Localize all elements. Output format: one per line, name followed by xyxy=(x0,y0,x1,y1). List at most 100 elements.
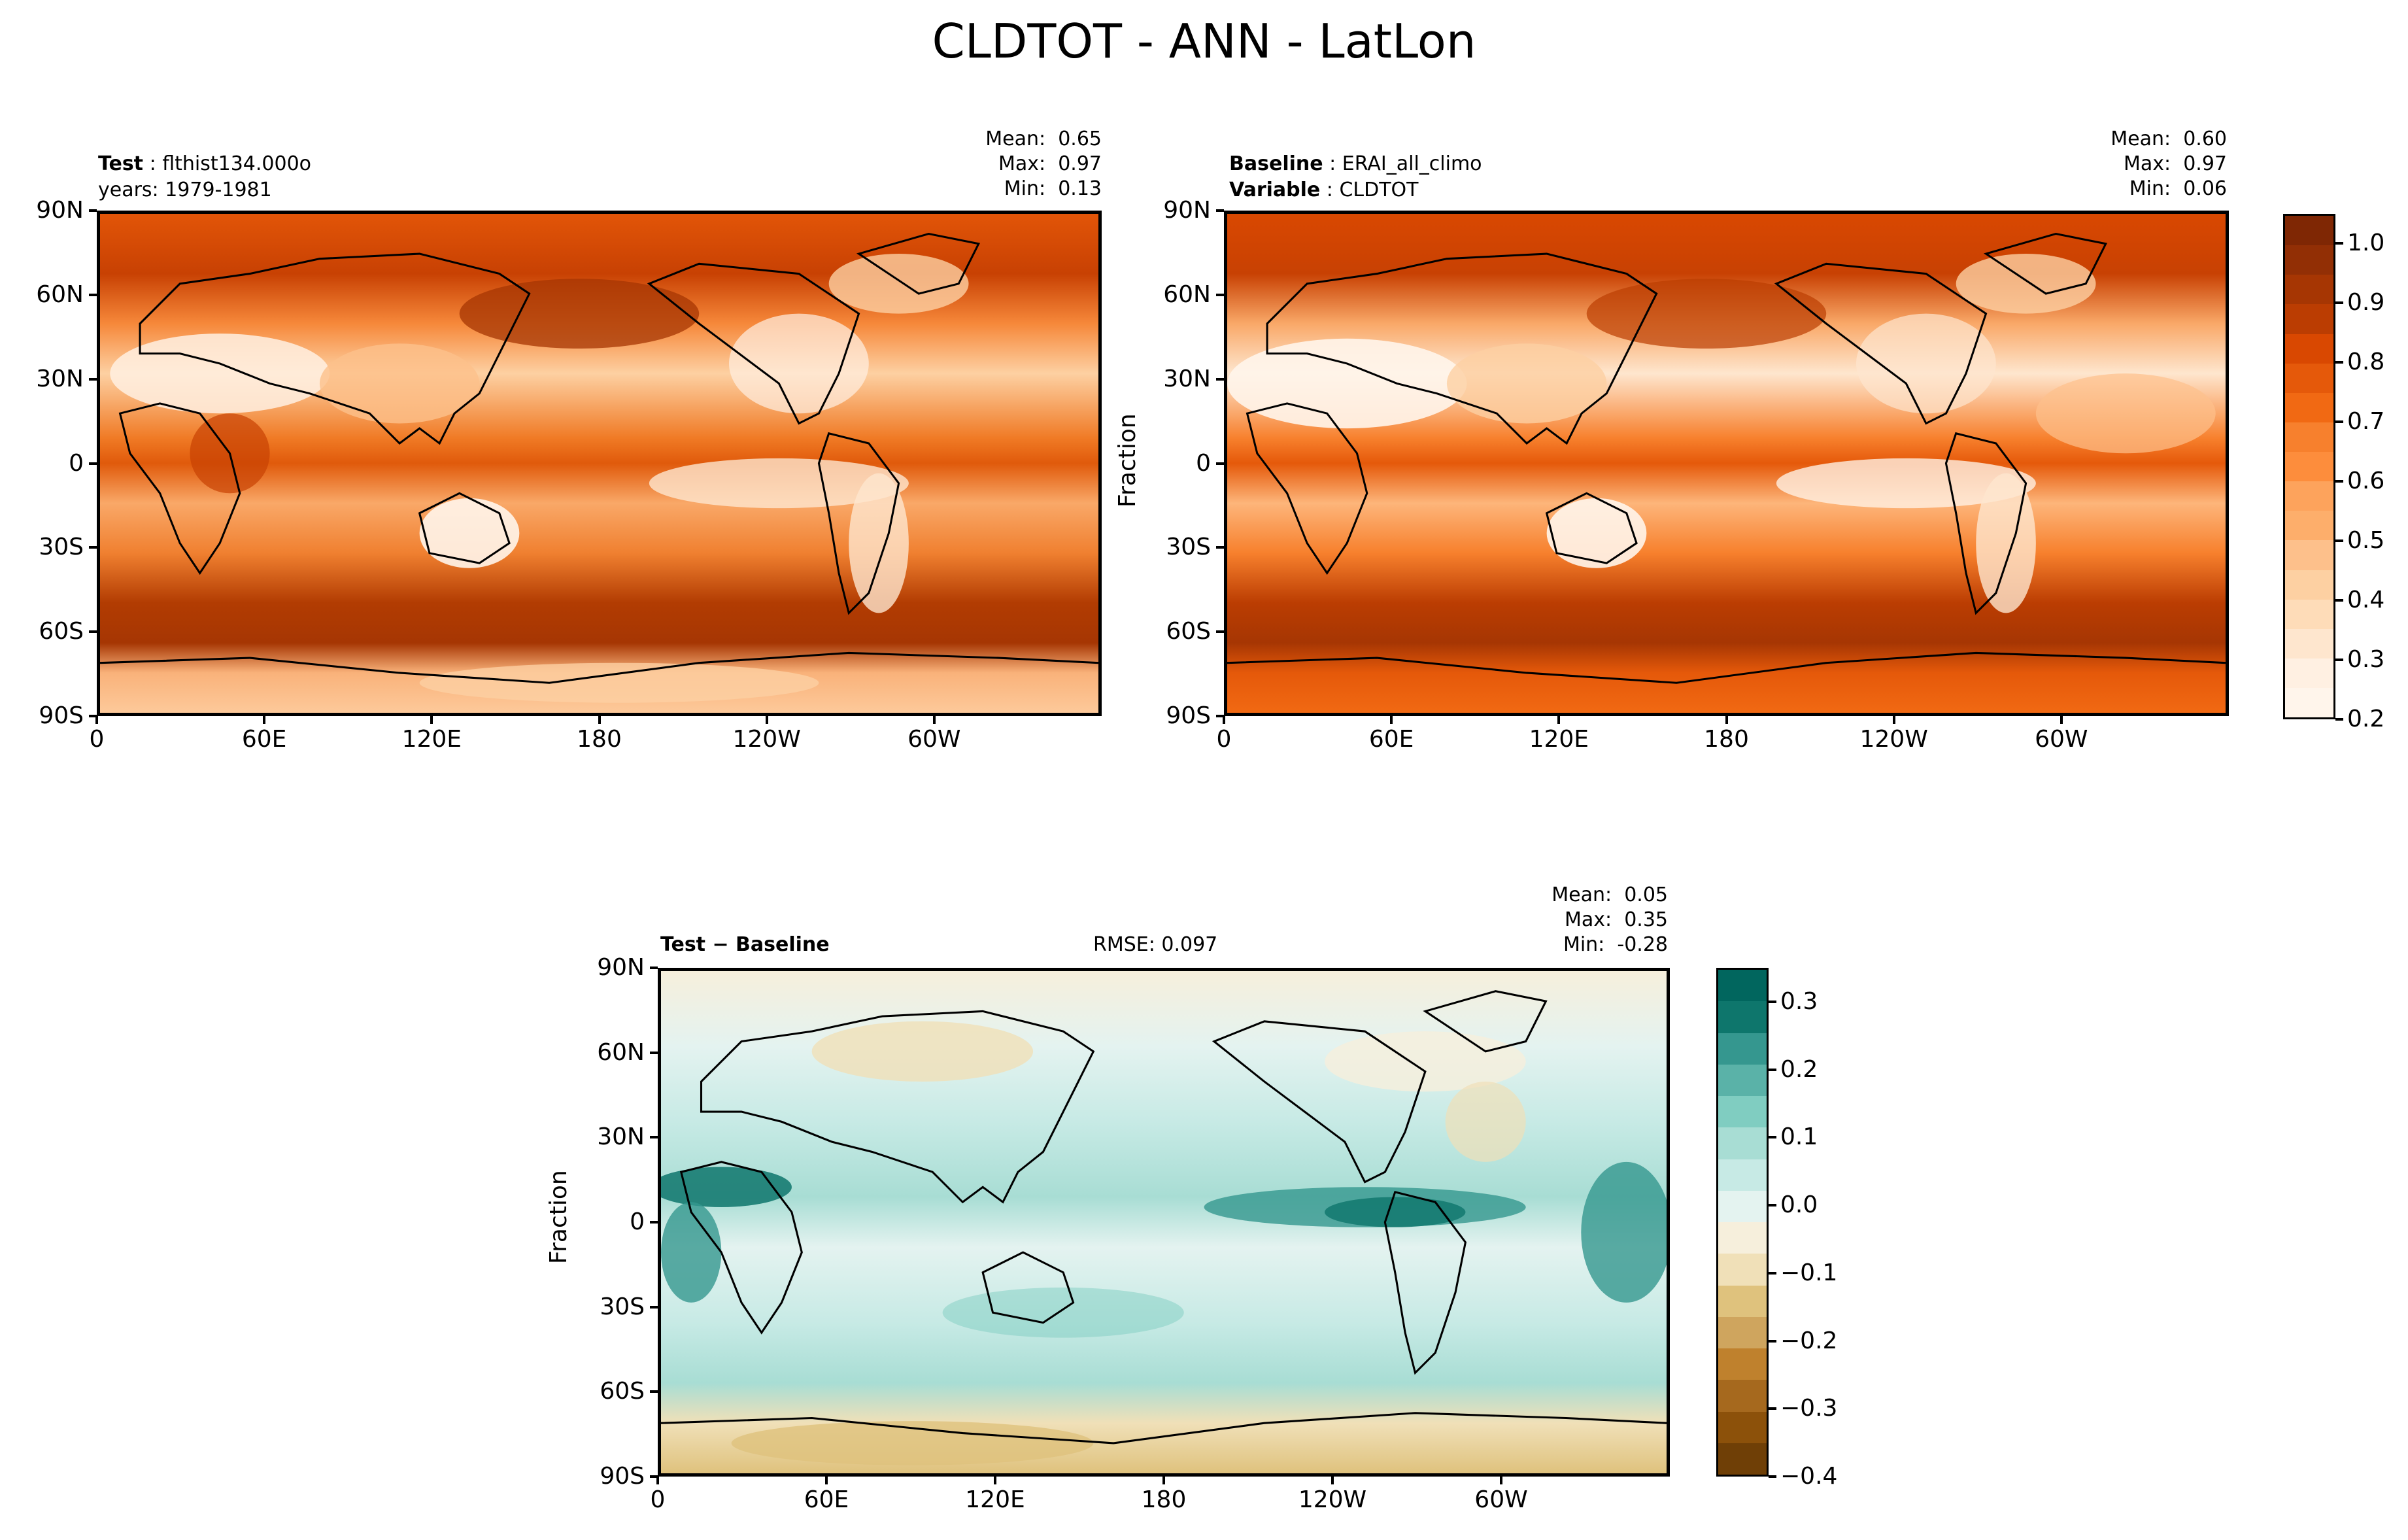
diff-colorbar-tick xyxy=(1769,1068,1776,1071)
diff-colorbar xyxy=(1716,968,1769,1477)
diff-colorbar-segment xyxy=(1718,1001,1767,1033)
diff-colorbar-tick xyxy=(1769,1136,1776,1139)
test-map-canvas xyxy=(100,214,1098,713)
baseline-coastlines xyxy=(1227,232,2226,684)
baseline-mean: 0.60 xyxy=(2183,128,2227,150)
baseline-lon-tick xyxy=(1223,716,1225,724)
diff-lon-tick xyxy=(825,1477,828,1484)
diff-colorbar-tick xyxy=(1769,1475,1776,1478)
test-lon-tick xyxy=(430,716,433,724)
test-years: years: 1979-1981 xyxy=(98,179,272,201)
diff-title: Test − Baseline xyxy=(660,933,830,956)
baseline-lat-tick xyxy=(1216,630,1224,634)
test-lon-label: 120E xyxy=(401,726,462,753)
baseline-lon-label: 60E xyxy=(1368,726,1414,753)
baseline-lat-tick xyxy=(1216,377,1224,381)
baseline-max: 0.97 xyxy=(2183,152,2227,175)
main-colorbar-tick xyxy=(2335,420,2343,424)
diff-lon-label: 180 xyxy=(1141,1486,1187,1513)
baseline-lon-tick xyxy=(1557,716,1561,724)
diff-lon-tick xyxy=(656,1477,659,1484)
test-lat-tick xyxy=(89,630,97,634)
main-colorbar-segment xyxy=(2285,599,2333,629)
diff-colorbar-tick xyxy=(1769,1204,1776,1207)
test-lon-tick xyxy=(95,716,98,724)
test-lat-label: 30N xyxy=(36,365,84,392)
main-colorbar-segment xyxy=(2285,540,2333,570)
baseline-lon-label: 120E xyxy=(1529,726,1589,753)
baseline-map xyxy=(1224,211,2229,716)
main-colorbar-segment xyxy=(2285,245,2333,275)
test-lon-tick xyxy=(598,716,601,724)
main-colorbar-tick xyxy=(2335,599,2343,602)
diff-lat-tick xyxy=(650,967,658,969)
baseline-min: 0.06 xyxy=(2183,177,2227,200)
baseline-lon-tick xyxy=(1725,716,1728,724)
diff-lat-tick xyxy=(650,1051,658,1054)
diff-colorbar-segment xyxy=(1718,1254,1767,1286)
main-colorbar-segment xyxy=(2285,628,2333,659)
diff-ylabel: Fraction xyxy=(545,1170,572,1264)
diff-min: -0.28 xyxy=(1617,933,1668,956)
main-colorbar-segment xyxy=(2285,481,2333,511)
main-colorbar-tick xyxy=(2335,242,2343,245)
diff-colorbar-tick-label: −0.2 xyxy=(1780,1327,1838,1354)
diff-colorbar-segment xyxy=(1718,1380,1767,1412)
main-colorbar-segment xyxy=(2285,570,2333,600)
diff-lon-label: 120E xyxy=(965,1486,1025,1513)
diff-lat-tick xyxy=(650,1221,658,1223)
diff-coastlines xyxy=(661,990,1667,1445)
diff-colorbar-segment xyxy=(1718,1127,1767,1159)
main-colorbar-segment xyxy=(2285,422,2333,452)
main-colorbar-segment xyxy=(2285,511,2333,541)
diff-max-label: Max: xyxy=(1564,908,1612,931)
test-lon-tick xyxy=(263,716,266,724)
test-lon-tick xyxy=(765,716,768,724)
baseline-lat-label: 0 xyxy=(1196,449,1211,477)
diff-colorbar-segment xyxy=(1718,1190,1767,1222)
diff-colorbar-segment xyxy=(1718,1064,1767,1096)
baseline-cloud-blobs xyxy=(1227,254,2216,613)
variable-label: Variable xyxy=(1229,179,1321,201)
test-mean-label: Mean: xyxy=(985,128,1046,150)
baseline-lat-label: 30N xyxy=(1163,365,1211,392)
test-max-label: Max: xyxy=(998,152,1046,175)
diff-lat-label: 0 xyxy=(630,1208,645,1235)
baseline-map-canvas xyxy=(1227,214,2226,713)
diff-colorbar-segment xyxy=(1718,970,1767,1002)
main-colorbar-segment xyxy=(2285,304,2333,334)
diff-mean-label: Mean: xyxy=(1552,883,1612,906)
test-min: 0.13 xyxy=(1058,177,1102,200)
test-lat-label: 60N xyxy=(36,281,84,308)
main-colorbar-segment xyxy=(2285,216,2333,246)
diff-colorbar-tick xyxy=(1769,1271,1776,1275)
diff-label: Test − Baseline xyxy=(660,933,830,957)
main-colorbar-tick-label: 1.0 xyxy=(2347,230,2385,257)
test-lat-label: 60S xyxy=(39,618,84,645)
main-colorbar-tick-label: 0.4 xyxy=(2347,587,2385,614)
main-colorbar-tick-label: 0.9 xyxy=(2347,289,2385,317)
diff-colorbar-tick-label: 0.1 xyxy=(1780,1123,1818,1151)
main-colorbar-tick xyxy=(2335,301,2343,305)
baseline-label-line: Baseline : ERAI_all_climo xyxy=(1229,152,1482,175)
main-colorbar-segment xyxy=(2285,658,2333,688)
baseline-lat-label: 90N xyxy=(1163,197,1211,224)
test-lat-tick xyxy=(89,377,97,381)
baseline-lat-label: 60N xyxy=(1163,281,1211,308)
main-colorbar-segment xyxy=(2285,275,2333,305)
main-colorbar-tick xyxy=(2335,659,2343,662)
diff-colorbar-tick xyxy=(1769,1000,1776,1003)
diff-mean: 0.05 xyxy=(1624,883,1668,906)
test-lon-label: 60E xyxy=(241,726,287,753)
diff-lat-label: 90N xyxy=(597,954,645,981)
baseline-lat-tick xyxy=(1216,293,1224,296)
diff-lat-label: 30S xyxy=(600,1293,645,1320)
diff-max: 0.35 xyxy=(1624,908,1668,931)
test-lat-tick xyxy=(89,209,97,212)
diff-colorbar-segment xyxy=(1718,1411,1767,1443)
baseline-lat-label: 30S xyxy=(1166,534,1211,561)
diff-lon-label: 120W xyxy=(1298,1486,1367,1513)
diff-lon-tick xyxy=(1331,1477,1334,1484)
test-lat-tick xyxy=(89,462,97,465)
baseline-label: Baseline xyxy=(1229,152,1323,175)
